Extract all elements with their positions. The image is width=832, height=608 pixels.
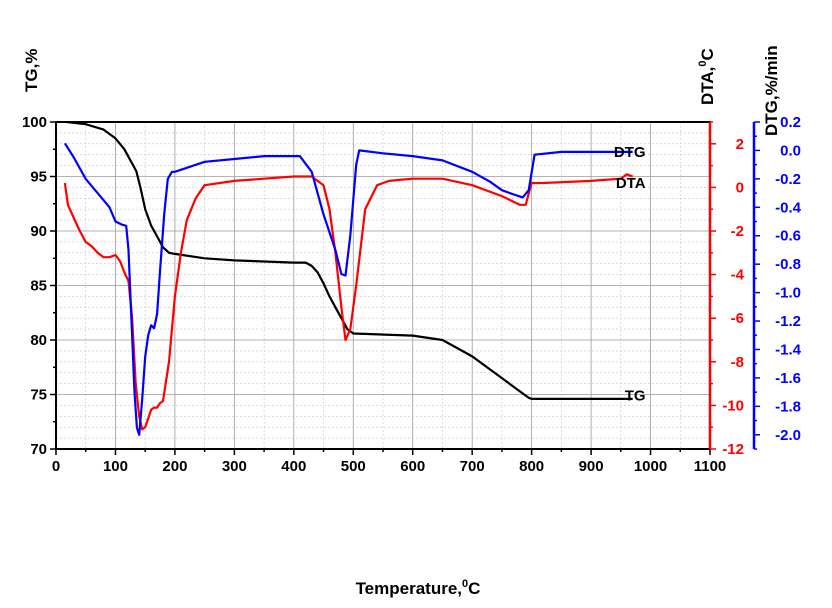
x-tick-label: 900 [579, 458, 604, 475]
dtg-tick-label: 0.2 [780, 114, 801, 131]
dtg-tick-label: -1.6 [775, 370, 801, 387]
tg-tick-label: 75 [30, 387, 47, 404]
series-label-tg: TG [625, 388, 646, 405]
dta-axis-title: DTA,0C [697, 48, 717, 105]
dtg-tick-label: 0.0 [780, 142, 801, 159]
tg-tick-label: 95 [30, 169, 47, 186]
series-line-dta [63, 173, 634, 431]
dta-tick-label: -2 [731, 223, 744, 240]
dtg-tick-label: -1.4 [775, 341, 802, 358]
x-tick-label: 100 [103, 458, 128, 475]
dta-tick-label: 2 [736, 136, 744, 153]
dtg-tick-label: -0.2 [775, 171, 801, 188]
x-tick-label: 300 [222, 458, 247, 475]
dtg-tick-label: -0.6 [775, 228, 801, 245]
x-tick-label: 800 [519, 458, 544, 475]
dtg-tick-label: -0.4 [775, 199, 802, 216]
dta-tick-label: -6 [731, 310, 744, 327]
dtg-tick-label: -1.0 [775, 285, 801, 302]
dta-tick-label: -10 [722, 397, 744, 414]
dtg-tick-label: -2.0 [775, 427, 801, 444]
dtg-tick-label: -1.8 [775, 398, 801, 415]
tg-tick-label: 85 [30, 278, 47, 295]
dtg-axis: -2.0 -1.8 -1.6 -1.4 -1.2 -1.0 -0.8 -0.6 -0.4 -0.2… [752, 114, 802, 450]
dtg-axis-title: DTG,%/min [762, 45, 781, 136]
x-tick-label: 1100 [694, 458, 727, 475]
tg-tick-label: 90 [30, 223, 47, 240]
grid [55, 121, 711, 450]
x-tick-label: 500 [341, 458, 366, 475]
series-line-dtg [63, 142, 633, 436]
dta-tick-label: -8 [731, 354, 744, 371]
series-label-dtg: DTG [614, 144, 646, 161]
tg-tick-label: 70 [30, 441, 47, 458]
x-axis: 0 100 200 300 400 500 600 700 800 900 1000 1100 [52, 449, 726, 475]
x-axis-title: Temperature,0C [356, 578, 481, 598]
dtg-tick-label: -1.2 [775, 313, 801, 330]
dtg-tick-label: -0.8 [775, 256, 801, 273]
x-tick-label: 200 [162, 458, 187, 475]
series-label-dta: DTA [616, 175, 646, 192]
dta-axis: -12 -10 -8 -6 -4 -2 0 2 [708, 121, 745, 458]
dta-tick-label: -4 [731, 267, 745, 284]
x-tick-label: 700 [460, 458, 485, 475]
dta-tick-label: 0 [736, 179, 744, 196]
x-tick-label: 400 [281, 458, 306, 475]
tg-tick-label: 80 [30, 332, 47, 349]
x-tick-label: 1000 [634, 458, 667, 475]
tg-axis: 70 75 80 85 90 95 100 [22, 114, 56, 458]
tg-axis-title: TG,% [22, 49, 41, 92]
series-line-tg [66, 120, 633, 400]
tg-tick-label: 100 [22, 114, 47, 131]
series-labels: DTG DTA TG [614, 144, 646, 405]
x-tick-label: 600 [400, 458, 425, 475]
dta-tick-label: -12 [722, 441, 744, 458]
series-layer [63, 120, 634, 436]
x-tick-label: 0 [52, 458, 60, 475]
